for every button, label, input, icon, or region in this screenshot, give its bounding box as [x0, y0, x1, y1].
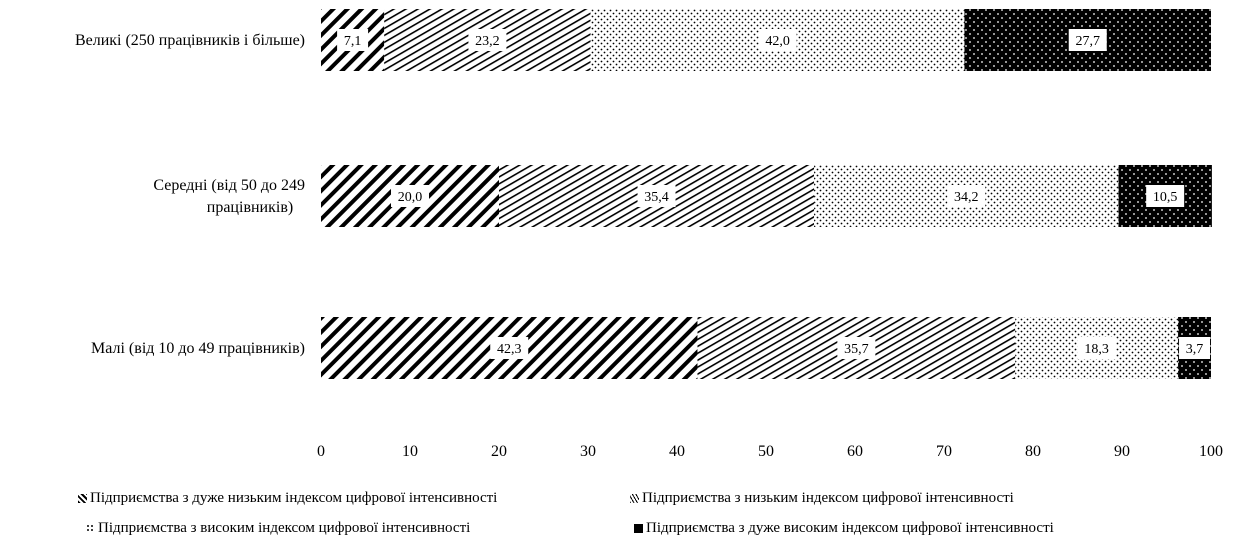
x-tick-label: 40 [669, 443, 685, 460]
data-label: 7,1 [344, 34, 362, 49]
category-label: Великі (250 працівників і більше) [75, 32, 305, 49]
data-label: 42,0 [765, 34, 790, 49]
data-label: 3,7 [1186, 342, 1204, 357]
legend-item-low: Підприємства з низьким індексом цифрової… [630, 490, 1014, 507]
category-label: Малі (від 10 до 49 працівників) [91, 340, 305, 357]
category-label-line: Середні (від 50 до 249 [153, 177, 305, 194]
legend-swatch-dark-dots [634, 524, 643, 533]
data-label: 10,5 [1153, 190, 1178, 205]
data-label: 27,7 [1075, 34, 1100, 49]
data-label-group: 42,3 [490, 337, 529, 359]
legend-swatch-hatch-light [630, 494, 639, 503]
legend-label: Підприємства з дуже низьким індексом циф… [90, 490, 498, 506]
data-label: 42,3 [497, 342, 522, 357]
x-tick-label: 10 [402, 443, 418, 460]
data-label-group: 34,2 [947, 185, 986, 207]
category-label: Середні (від 50 до 249 працівників) [153, 177, 305, 216]
data-label-box [490, 337, 529, 359]
legend-item-high: Підприємства з високим індексом цифрової… [86, 520, 470, 537]
legend-label: Підприємства з високим індексом цифрової… [98, 520, 471, 536]
category-label-line: Великі (250 працівників і більше) [75, 32, 305, 49]
x-tick-label: 100 [1199, 443, 1223, 460]
category-label-line: працівників) [207, 199, 293, 216]
data-label-box [337, 29, 369, 51]
legend-label: Підприємства з низьким індексом цифрової… [642, 490, 1014, 506]
legend-item-very-low: Підприємства з дуже низьким індексом циф… [78, 490, 497, 507]
data-label: 18,3 [1084, 342, 1109, 357]
data-label-group: 42,0 [758, 29, 797, 51]
legend-item-very-high: Підприємства з дуже високим індексом циф… [634, 520, 1054, 537]
x-tick-label: 20 [491, 443, 507, 460]
category-labels: Великі (250 працівників і більше) Середні… [75, 32, 305, 357]
x-tick-label: 80 [1025, 443, 1041, 460]
data-label-group: 7,1 [337, 29, 369, 51]
legend-label: Підприємства з дуже високим індексом циф… [646, 520, 1054, 536]
data-label-box [1068, 29, 1107, 51]
data-label-group: 35,7 [837, 337, 876, 359]
legend-swatch-hatch-heavy [78, 494, 87, 503]
data-label-box [837, 337, 876, 359]
x-tick-label: 60 [847, 443, 863, 460]
data-label: 35,4 [644, 190, 669, 205]
data-label-group: 35,4 [637, 185, 676, 207]
data-label-group: 10,5 [1146, 185, 1185, 207]
data-label: 34,2 [954, 190, 979, 205]
category-label-line: Малі (від 10 до 49 працівників) [91, 340, 305, 357]
x-axis-tick-labels: 0 10 20 30 40 50 60 70 80 90 100 [317, 443, 1223, 460]
x-tick-label: 0 [317, 443, 325, 460]
data-label-group: 18,3 [1077, 337, 1116, 359]
data-label-group: 27,7 [1068, 29, 1107, 51]
x-tick-label: 30 [580, 443, 596, 460]
bar-group [321, 9, 1212, 379]
data-label-box [1077, 337, 1116, 359]
data-label-box [758, 29, 797, 51]
data-label-box [468, 29, 507, 51]
data-label: 20,0 [398, 190, 423, 205]
x-tick-label: 90 [1114, 443, 1130, 460]
legend-swatch-dots [86, 524, 95, 533]
data-label-box [391, 185, 429, 207]
data-labels: 7,1 23,2 42,0 27,7 20,0 35,4 34,2 10,5 42,3 35,7 1… [337, 29, 1211, 359]
data-label: 23,2 [475, 34, 500, 49]
legend: Підприємства з дуже низьким індексом циф… [0, 490, 1243, 550]
data-label-group: 20,0 [391, 185, 429, 207]
x-tick-label: 70 [936, 443, 952, 460]
x-tick-label: 50 [758, 443, 774, 460]
data-label-group: 23,2 [468, 29, 507, 51]
data-label-group: 3,7 [1179, 337, 1211, 359]
data-label-box [1179, 337, 1211, 359]
data-label-box [637, 185, 676, 207]
data-label-box [947, 185, 986, 207]
data-label-box [1146, 185, 1185, 207]
data-label: 35,7 [844, 342, 869, 357]
